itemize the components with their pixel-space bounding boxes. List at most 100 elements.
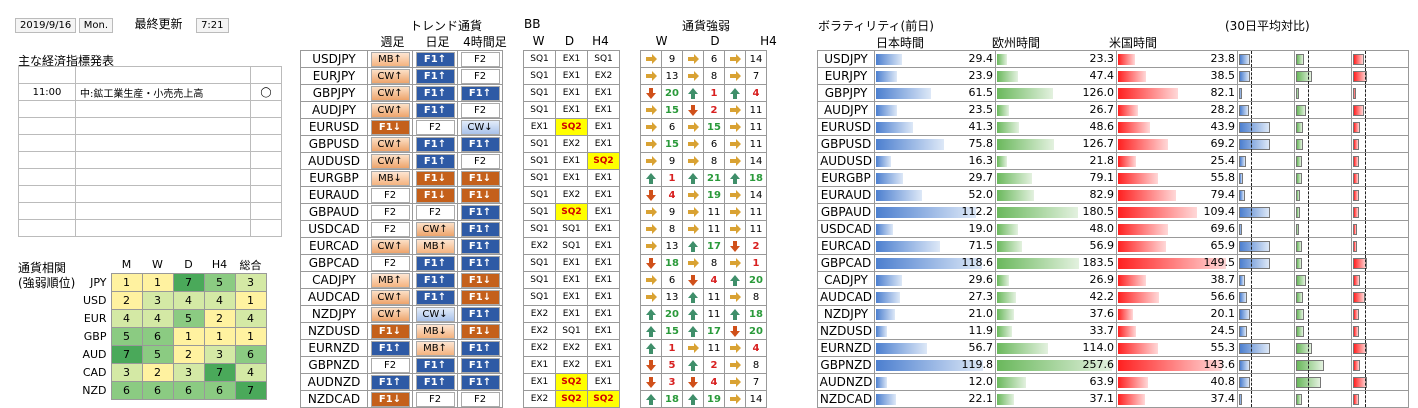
trend-cell: F1↑: [412, 271, 458, 289]
vol-cell-jp: 23.5: [874, 101, 996, 119]
vol-bar-jp: [876, 394, 896, 405]
vol-ratio-baseline: [1308, 272, 1309, 288]
trend-cell: CW↑: [412, 220, 458, 238]
vol-ratio-cell: [1294, 288, 1352, 306]
corr-currency: GBP: [83, 330, 107, 343]
vol-bar-eu: [997, 156, 1007, 167]
vol-bar-eu: [997, 173, 1033, 184]
trend-row: GBPJPY CW↑ F1↑ F1↑: [300, 84, 503, 102]
vol-value-us: 24.5: [1210, 324, 1236, 337]
vol-ratio-cell: [1237, 390, 1295, 408]
trend-row: EURUSD F1↓ F2 CW↓: [300, 118, 503, 136]
vol-ratio-bar: [1353, 241, 1358, 252]
bb-row: SQ1 EX2 EX1: [523, 186, 620, 204]
trend-cell: F2: [412, 118, 458, 136]
vol-value-eu: 26.9: [1089, 273, 1115, 286]
trend-cell: F1↑: [457, 220, 503, 238]
updated-time: 7:21: [196, 18, 229, 33]
vol-bar-us: [1118, 173, 1159, 184]
vol-cell-jp: 22.1: [874, 390, 996, 408]
trend-pair: NZDJPY: [300, 305, 368, 323]
arrow-right-icon: [682, 118, 704, 136]
vol-ratio-bar: [1353, 258, 1367, 269]
trend-status: CW↑: [415, 221, 455, 237]
vol-ratio-cell: [1294, 50, 1352, 68]
strength-value: 13: [661, 237, 683, 255]
bb-cell: SQ1: [523, 67, 556, 85]
econ-time: 11:00: [18, 83, 76, 101]
econ-time: [18, 134, 76, 152]
strength-value: 9: [661, 152, 683, 170]
arrow-right-icon: [640, 288, 662, 306]
bb-cell: SQ2: [587, 152, 620, 170]
arrow-right-icon: [724, 203, 746, 221]
vol-bar-eu: [997, 122, 1019, 133]
vol-ratio-baseline: [1251, 289, 1252, 305]
vol-ratio-baseline: [1251, 306, 1252, 322]
vol-bar-eu: [997, 241, 1023, 252]
vol-pair: AUDJPY: [817, 101, 875, 119]
vol-row: CADJPY 29.6 26.9 38.7: [817, 271, 1409, 289]
bb-cell: EX2: [523, 322, 556, 340]
trend-status: F1↑: [460, 204, 500, 220]
corr-cell: 1: [172, 327, 205, 346]
vol-value-jp: 75.8: [968, 137, 994, 150]
vol-row: NZDCAD 22.1 37.1 37.4: [817, 390, 1409, 408]
vol-ratio-cell: [1351, 101, 1409, 119]
vol-value-jp: 23.9: [968, 69, 994, 82]
vol-cell-eu: 63.9: [995, 373, 1117, 391]
econ-mark: [250, 134, 282, 152]
strength-value: 8: [745, 288, 767, 306]
bb-cell: EX1: [587, 220, 620, 238]
vol-ratio-baseline: [1251, 255, 1252, 271]
vol-value-eu: 37.1: [1089, 392, 1115, 405]
strength-value: 14: [745, 50, 767, 68]
vol-bar-jp: [876, 343, 927, 354]
econ-time: [18, 168, 76, 186]
trend-pair: GBPAUD: [300, 203, 368, 221]
trend-cell: F1↑: [367, 373, 413, 391]
vol-value-jp: 41.3: [968, 120, 994, 133]
vol-pair: AUDUSD: [817, 152, 875, 170]
vol-ratio-cell: [1294, 67, 1352, 85]
vol-cell-eu: 183.5: [995, 254, 1117, 272]
arrow-up-icon: [640, 169, 662, 187]
vol-bar-us: [1118, 343, 1159, 354]
corr-row: AUD 7 5 2 3 6: [82, 345, 267, 364]
strength-value: 18: [661, 254, 683, 272]
strength-value: 19: [703, 186, 725, 204]
trend-cell: F1↑: [412, 135, 458, 153]
strength-value: 11: [703, 203, 725, 221]
strength-row: 3 4 7: [640, 373, 767, 391]
trend-status: F2: [370, 357, 410, 373]
bb-cell: SQ1: [523, 169, 556, 187]
vol-cell-us: 25.4: [1116, 152, 1238, 170]
vol-value-jp: 52.0: [968, 188, 994, 201]
vol-bar-us: [1118, 258, 1227, 269]
econ-row: 11:00 中:鉱工業生産・小売売上高 ◯: [18, 83, 282, 101]
econ-event: [75, 66, 251, 84]
trend-status: F2: [415, 204, 455, 220]
vol-value-us: 69.2: [1210, 137, 1236, 150]
trend-status: F1↑: [460, 306, 500, 322]
vol-ratio-baseline: [1251, 204, 1252, 220]
strength-value: 9: [661, 203, 683, 221]
bb-cell: EX1: [587, 169, 620, 187]
trend-status: F1↓: [460, 170, 500, 186]
vol-cell-eu: 114.0: [995, 339, 1117, 357]
trend-cell: F2: [367, 356, 413, 374]
vol-bar-us: [1118, 156, 1137, 167]
trend-status: MB↑: [370, 272, 410, 288]
vol-bar-eu: [997, 275, 1009, 286]
strength-row: 9 6 14: [640, 50, 767, 68]
vol-ratio-bar: [1353, 207, 1359, 218]
vol-ratio-bar: [1239, 343, 1270, 354]
strength-value: 20: [661, 305, 683, 323]
vol-ratio-bar: [1353, 88, 1356, 99]
vol-value-eu: 48.6: [1089, 120, 1115, 133]
arrow-down-icon: [640, 373, 662, 391]
bb-cell: EX1: [523, 373, 556, 391]
strength-value: 11: [703, 305, 725, 323]
vol-ratio-baseline: [1251, 357, 1252, 373]
vol-ratio-baseline: [1251, 238, 1252, 254]
